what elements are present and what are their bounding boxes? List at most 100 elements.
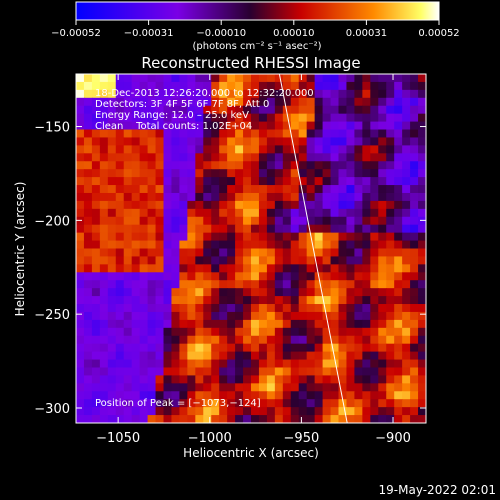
heatmap-cell xyxy=(330,367,340,377)
heatmap-cell xyxy=(179,200,188,210)
heatmap-cell xyxy=(195,311,204,321)
heatmap-cell xyxy=(155,137,165,146)
heatmap-cell xyxy=(266,113,276,123)
heatmap-cell xyxy=(219,359,228,369)
heatmap-cell xyxy=(298,177,308,186)
heatmap-cell xyxy=(418,208,426,218)
heatmap-cell xyxy=(370,177,379,186)
heatmap-cell xyxy=(386,343,395,353)
heatmap-cell xyxy=(99,169,109,178)
heatmap-cell xyxy=(155,81,165,91)
heatmap-cell xyxy=(394,208,403,218)
heatmap-cell xyxy=(115,367,125,377)
heatmap-cell xyxy=(171,89,180,99)
heatmap-cell xyxy=(171,169,180,178)
heatmap-cell xyxy=(290,272,300,281)
heatmap-cell xyxy=(235,288,244,297)
heatmap-cell xyxy=(235,113,244,123)
heatmap-cell xyxy=(338,224,348,234)
heatmap-cell xyxy=(163,256,173,265)
heatmap-cell xyxy=(155,129,165,139)
heatmap-cell xyxy=(394,113,403,123)
heatmap-cell xyxy=(203,153,212,162)
heatmap-cell xyxy=(123,375,133,384)
heatmap-cell xyxy=(171,105,180,115)
heatmap-cell xyxy=(203,407,212,416)
heatmap-cell xyxy=(123,304,133,313)
heatmap-cell xyxy=(322,192,332,202)
heatmap-cell xyxy=(227,192,236,202)
heatmap-cell xyxy=(290,200,300,210)
heatmap-cell xyxy=(378,224,387,234)
heatmap-cell xyxy=(378,343,387,353)
heatmap-cell xyxy=(370,391,379,400)
heatmap-cell xyxy=(83,383,93,392)
heatmap-cell xyxy=(354,399,363,408)
heatmap-cell xyxy=(107,248,117,258)
heatmap-cell xyxy=(346,272,355,281)
heatmap-cell xyxy=(338,296,348,305)
heatmap-cell xyxy=(258,105,268,115)
heatmap-cell xyxy=(290,256,300,265)
heatmap-cell xyxy=(274,224,284,234)
heatmap-cell xyxy=(418,327,426,337)
heatmap-cell xyxy=(394,304,403,313)
heatmap-cell xyxy=(378,74,387,83)
heatmap-cell xyxy=(147,105,157,115)
heatmap-cell xyxy=(179,89,188,99)
heatmap-cell xyxy=(131,153,141,162)
colorbar-tick-label: 0.00052 xyxy=(418,28,459,39)
heatmap-cell xyxy=(123,200,133,210)
heatmap-cell xyxy=(219,304,228,313)
heatmap-cell xyxy=(123,264,133,273)
heatmap-cell xyxy=(266,192,276,202)
heatmap-cell xyxy=(402,192,411,202)
heatmap-cell xyxy=(362,145,371,154)
heatmap-cell xyxy=(266,367,276,377)
heatmap-cell xyxy=(266,224,276,234)
heatmap-cell xyxy=(258,264,268,273)
heatmap-cell xyxy=(76,264,85,273)
heatmap-cell xyxy=(298,319,308,329)
heatmap-cell xyxy=(83,407,93,416)
heatmap-cell xyxy=(394,161,403,170)
heatmap-cell xyxy=(322,129,332,139)
heatmap-cell xyxy=(378,89,387,99)
heatmap-cell xyxy=(147,399,157,408)
heatmap-cell xyxy=(258,415,268,423)
heatmap-cell xyxy=(338,216,348,226)
heatmap-cell xyxy=(330,232,340,242)
heatmap-cell xyxy=(155,121,165,131)
heatmap-cell xyxy=(76,296,85,305)
heatmap-cell xyxy=(402,359,411,369)
heatmap-cell xyxy=(370,383,379,392)
heatmap-cell xyxy=(378,121,387,131)
heatmap-cell xyxy=(203,113,212,123)
heatmap-cell xyxy=(131,192,141,202)
heatmap-cell xyxy=(243,113,252,123)
heatmap-cell xyxy=(187,415,196,423)
heatmap-cell xyxy=(187,81,196,91)
heatmap-cell xyxy=(418,415,426,423)
heatmap-cell xyxy=(418,89,426,99)
heatmap-cell xyxy=(83,161,93,170)
heatmap-cell xyxy=(298,240,308,250)
heatmap-cell xyxy=(258,224,268,234)
heatmap-cell xyxy=(306,153,316,162)
heatmap-cell xyxy=(386,319,395,329)
heatmap-cell xyxy=(83,335,93,345)
heatmap-cell xyxy=(76,105,85,115)
heatmap-cell xyxy=(163,89,173,99)
heatmap-cell xyxy=(155,224,165,234)
heatmap-cell xyxy=(187,288,196,297)
heatmap-cell xyxy=(346,200,355,210)
heatmap-cell xyxy=(282,407,292,416)
heatmap-cell xyxy=(298,232,308,242)
heatmap-cell xyxy=(354,97,363,107)
heatmap-cell xyxy=(179,137,188,146)
heatmap-cell xyxy=(195,137,204,146)
heatmap-cell xyxy=(227,200,236,210)
heatmap-cell xyxy=(83,137,93,146)
heatmap-cell xyxy=(370,407,379,416)
heatmap-cell xyxy=(171,367,180,377)
